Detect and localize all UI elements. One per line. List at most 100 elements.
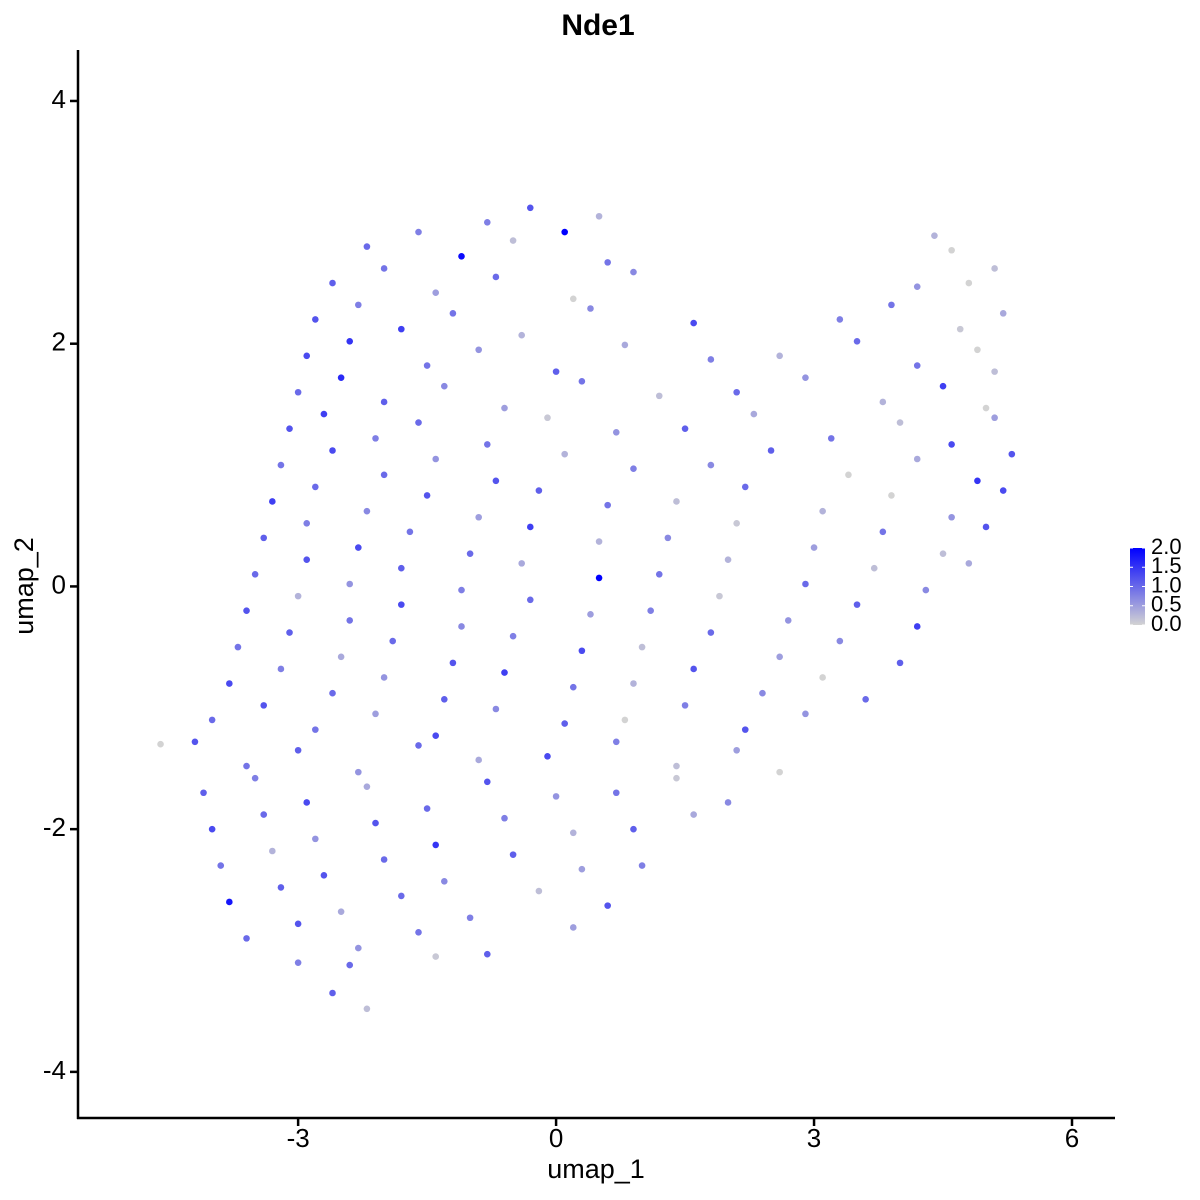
point — [733, 520, 740, 527]
point — [380, 856, 388, 863]
point — [441, 695, 448, 703]
point — [638, 643, 646, 651]
x-axis-label: umap_1 — [547, 1154, 645, 1184]
point — [380, 265, 388, 272]
y-tick-label: 4 — [52, 84, 66, 114]
point — [836, 316, 844, 323]
point — [483, 778, 491, 786]
point — [269, 498, 276, 505]
point — [595, 212, 603, 220]
point — [363, 243, 371, 250]
y-tick-label: 2 — [52, 327, 66, 357]
point — [544, 753, 551, 760]
point — [380, 674, 388, 681]
point — [1008, 450, 1016, 458]
colorbar-tick-label: 0.5 — [1151, 592, 1182, 617]
point — [595, 538, 603, 545]
point — [776, 768, 783, 776]
point — [398, 601, 405, 608]
point — [802, 580, 809, 588]
point — [509, 851, 517, 858]
point — [483, 950, 491, 958]
point — [415, 929, 422, 936]
point — [939, 550, 947, 557]
point — [518, 331, 525, 339]
point — [329, 689, 336, 697]
point — [999, 487, 1007, 494]
point — [621, 716, 629, 724]
point — [423, 805, 431, 812]
point — [561, 228, 568, 236]
point — [913, 362, 921, 369]
x-tick-label: 6 — [1065, 1123, 1079, 1153]
point — [853, 601, 861, 608]
point — [398, 564, 405, 572]
point — [569, 829, 577, 837]
point — [896, 419, 904, 426]
point — [355, 301, 362, 309]
point — [277, 665, 285, 673]
point — [965, 560, 973, 567]
point — [380, 398, 388, 406]
point — [483, 219, 491, 226]
point — [604, 902, 611, 909]
point — [802, 374, 809, 381]
y-tick-label: -4 — [43, 1055, 66, 1085]
point — [243, 762, 250, 770]
point — [415, 742, 422, 749]
point — [724, 799, 732, 806]
point — [449, 310, 457, 317]
point — [346, 337, 354, 345]
point — [260, 534, 268, 542]
point — [569, 924, 577, 931]
point — [612, 789, 620, 797]
point — [441, 878, 448, 885]
point — [337, 374, 345, 381]
y-tick-label: -2 — [43, 812, 66, 842]
point — [251, 774, 259, 782]
point — [501, 814, 508, 822]
point — [604, 501, 611, 509]
point — [526, 596, 534, 604]
point — [974, 477, 981, 485]
point — [320, 871, 328, 879]
point — [819, 674, 826, 681]
point — [578, 865, 586, 873]
point — [372, 710, 379, 718]
point — [372, 819, 379, 827]
colorbar-tick-label: 1.0 — [1151, 572, 1182, 597]
x-tick-label: 3 — [807, 1123, 821, 1153]
point — [569, 683, 577, 691]
point — [630, 825, 637, 833]
point — [363, 783, 371, 790]
point — [492, 477, 500, 485]
point — [879, 398, 887, 406]
point — [604, 259, 611, 266]
point — [432, 953, 440, 960]
point — [475, 513, 482, 521]
point — [346, 961, 354, 969]
point — [312, 835, 319, 843]
point — [810, 544, 818, 551]
point — [939, 382, 947, 390]
point — [415, 419, 422, 426]
point — [716, 592, 723, 600]
point — [329, 279, 336, 287]
point — [612, 428, 620, 436]
point — [922, 586, 930, 594]
point — [458, 623, 465, 630]
point — [870, 564, 878, 572]
point — [587, 305, 594, 312]
point — [552, 793, 560, 800]
point — [802, 710, 809, 718]
point — [320, 410, 328, 418]
point — [578, 647, 586, 655]
point — [243, 607, 250, 614]
point — [475, 346, 482, 354]
point — [965, 279, 973, 287]
point — [724, 556, 732, 564]
point — [776, 653, 783, 661]
point — [466, 550, 474, 557]
point — [509, 237, 517, 244]
point — [526, 523, 534, 531]
